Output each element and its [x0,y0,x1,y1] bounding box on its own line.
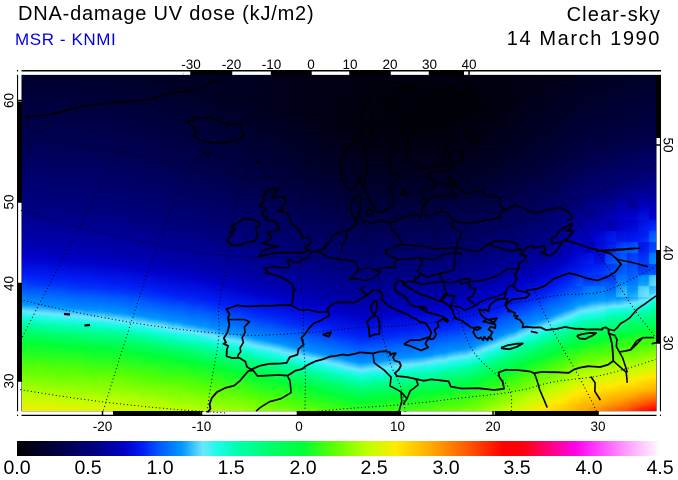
svg-text:60: 60 [2,93,17,108]
svg-text:50: 50 [2,194,17,209]
svg-text:-20: -20 [93,419,113,434]
svg-text:30: 30 [590,419,605,434]
svg-text:-10: -10 [262,57,282,72]
svg-text:20: 20 [485,419,500,434]
svg-text:50: 50 [661,137,676,152]
svg-text:30: 30 [2,373,17,388]
svg-text:10: 10 [390,419,405,434]
svg-text:20: 20 [382,57,397,72]
svg-text:-20: -20 [222,57,242,72]
svg-text:40: 40 [461,57,476,72]
svg-text:40: 40 [2,276,17,291]
svg-text:40: 40 [661,245,676,260]
svg-text:-30: -30 [181,57,201,72]
svg-text:30: 30 [661,335,676,350]
svg-text:10: 10 [342,57,357,72]
svg-text:30: 30 [422,57,437,72]
svg-text:0: 0 [295,419,303,434]
svg-text:-10: -10 [192,419,212,434]
svg-text:0: 0 [307,57,315,72]
